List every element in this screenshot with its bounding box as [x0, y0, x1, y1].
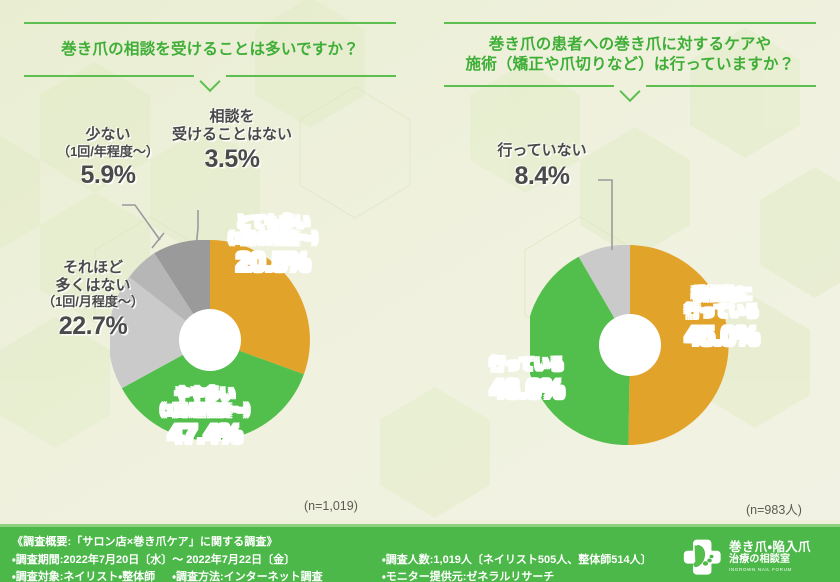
question-text-left: 巻き爪の相談を受けることは多いですか？: [61, 41, 359, 58]
pie-label-okonatteinai-name1: 行っていない: [497, 142, 587, 159]
pie-label-sukunai-name2: （1回/年程度〜）: [57, 143, 159, 159]
survey-summary-row-2: ・調査対象:ネイリスト・整体師 ・調査方法:インターネット調査 ・モニター提供元…: [12, 569, 682, 582]
pie-chart-left: [110, 240, 310, 440]
header-rule-top-left: [24, 22, 396, 24]
pie-label-totemo-ooi-name1: とても多い: [236, 214, 310, 231]
pie-slice-sekkyokuteki: [628, 245, 729, 445]
pie-label-sorehodo-name1: それほど: [62, 259, 123, 276]
pie-slice-yaya-ooi: [121, 340, 304, 440]
top-accent-bar: [0, 0, 840, 5]
pie-label-sukunai: 少ない （1回/年程度〜） 5.9%: [38, 126, 178, 191]
chevron-down-icon: [615, 84, 645, 100]
survey-method: ・調査方法:インターネット調査: [172, 571, 323, 582]
header-rule-bottom-right: [444, 84, 816, 87]
survey-target: ・調査対象:ネイリスト・整体師: [12, 571, 156, 582]
question-text-right-line2: 施術（矯正や爪切りなど）は行っていますか？: [465, 56, 795, 74]
chevron-down-icon: [195, 74, 225, 90]
logo-line3: INGROWN NAIL FORUM: [729, 567, 792, 573]
donut-hole-right: [599, 314, 661, 376]
survey-summary-title: 《調査概要:「サロン店×巻き爪ケア」に関する調査》: [12, 536, 278, 548]
footer-bar: 《調査概要:「サロン店×巻き爪ケア」に関する調査》 ・調査期間:2022年7月2…: [0, 524, 840, 582]
pie-label-okonatteinai: 行っていない 8.4%: [462, 142, 622, 191]
leader-line-sukunai: [122, 204, 161, 241]
n-count-right: (n=983人): [746, 503, 802, 517]
n-count-left: (n=1,019): [304, 499, 358, 513]
logo-line1: 巻き爪・陥入爪: [729, 539, 812, 554]
pie-label-sorehodo-name2: 多くはない: [55, 276, 131, 294]
donut-hole-left: [179, 309, 241, 371]
pie-label-soudan-nashi-value: 3.5%: [204, 145, 260, 174]
pie-label-soudan-nashi-name2: 受けることはない: [171, 125, 292, 143]
logo-line2: 治療の相談室: [729, 553, 791, 565]
question-text-right-line1: 巻き爪の患者への巻き爪に対するケアや: [488, 36, 772, 53]
logo-text: 巻き爪・陥入爪 治療の相談室 INGROWN NAIL FORUM: [729, 540, 811, 572]
pie-label-sorehodo-value: 22.7%: [58, 311, 128, 340]
pie-slice-sorehodo: [110, 277, 210, 389]
pie-chart-right: [530, 245, 729, 445]
pie-label-sorehodo-name3: （1回/月程度〜）: [42, 294, 144, 310]
header-rule-bottom-left: [24, 75, 396, 78]
pie-label-soudan-nashi: 相談を 受けることはない 3.5%: [152, 108, 312, 175]
survey-summary: 《調査概要:「サロン店×巻き爪ケア」に関する調査》 ・調査期間:2022年7月2…: [12, 533, 682, 582]
question-text-right: 巻き爪の患者への巻き爪に対するケアや 施術（矯正や爪切りなど）は行っていますか？: [444, 24, 816, 85]
pie-label-okonatteinai-value: 8.4%: [514, 161, 570, 190]
pie-label-sorehodo: それほど 多くはない （1回/月程度〜） 22.7%: [12, 259, 174, 341]
pie-label-sukunai-name1: 少ない: [85, 126, 131, 143]
foot-cross-icon: [682, 536, 722, 576]
brand-logo[interactable]: 巻き爪・陥入爪 治療の相談室 INGROWN NAIL FORUM: [682, 534, 830, 578]
question-header-left: 巻き爪の相談を受けることは多いですか？: [24, 22, 396, 78]
survey-target-method: ・調査対象:ネイリスト・整体師 ・調査方法:インターネット調査: [12, 569, 382, 582]
survey-monitor: ・モニター提供元:ゼネラルリサーチ: [382, 571, 555, 582]
question-header-right: 巻き爪の患者への巻き爪に対するケアや 施術（矯正や爪切りなど）は行っていますか？: [444, 22, 816, 87]
pie-label-sukunai-value: 5.9%: [80, 161, 136, 190]
header-rule-top-right: [444, 22, 816, 24]
survey-summary-row-1: ・調査期間:2022年7月20日〔水〕〜 2022年7月22日〔金〕 ・調査人数…: [12, 552, 682, 569]
survey-count: ・調査人数:1,019人〔ネイリスト505人、整体師514人〕: [382, 554, 652, 566]
pie-slice-okonatteiru: [530, 256, 630, 445]
survey-period: ・調査期間:2022年7月20日〔水〕〜 2022年7月22日〔金〕: [12, 554, 296, 566]
pie-label-soudan-nashi-name1: 相談を: [209, 108, 255, 125]
